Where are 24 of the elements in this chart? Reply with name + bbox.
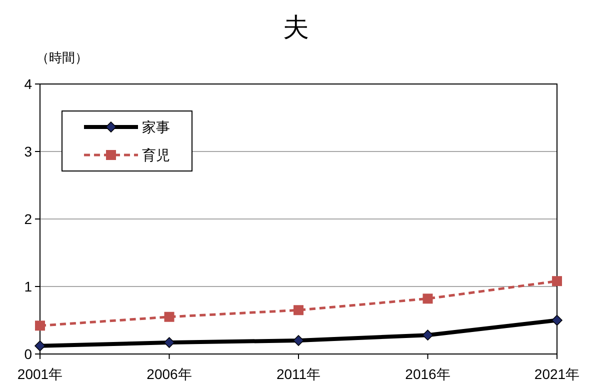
y-tick-label: 1 [24, 278, 32, 294]
y-tick-label: 0 [24, 346, 32, 362]
y-tick-label: 4 [24, 76, 32, 92]
x-tick-label: 2011年 [276, 366, 321, 382]
point [422, 294, 433, 304]
point [294, 305, 304, 316]
point [164, 337, 175, 348]
point [552, 314, 562, 326]
y-tick-label: 3 [24, 144, 32, 160]
point [422, 330, 434, 340]
point [35, 320, 45, 331]
legend-label: 育児 [142, 147, 170, 163]
x-tick-label: 2001年 [17, 366, 63, 382]
y-axis-title: （時間） [36, 50, 88, 65]
y-tick-label: 2 [24, 211, 32, 227]
point [552, 276, 562, 286]
point [164, 312, 174, 322]
point [34, 340, 46, 352]
x-tick-label: 2016年 [405, 366, 450, 382]
legend-label: 家事 [142, 119, 170, 135]
x-tick-label: 2021年 [534, 366, 580, 382]
chart-title: 夫 [283, 12, 309, 42]
point [293, 335, 304, 346]
x-tick-label: 2006年 [146, 366, 192, 382]
